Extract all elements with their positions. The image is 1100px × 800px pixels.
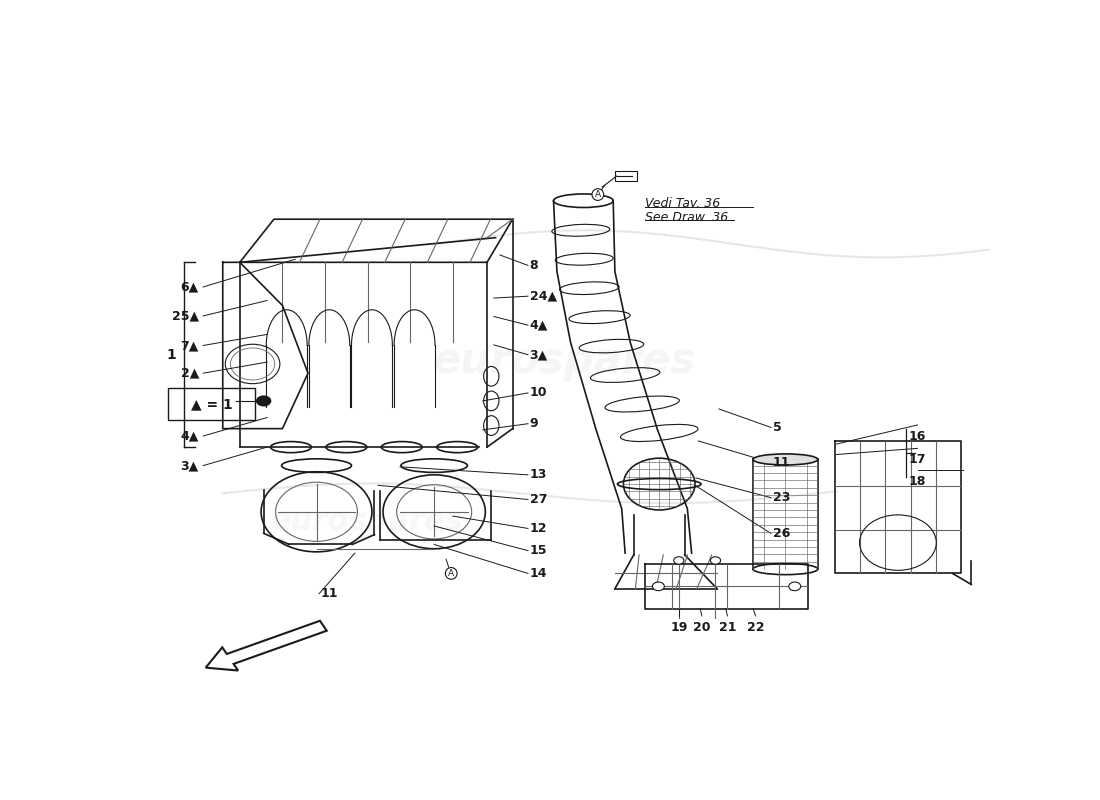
Text: 21: 21 xyxy=(718,621,736,634)
Text: eurospares: eurospares xyxy=(432,340,695,382)
Text: 8: 8 xyxy=(530,259,538,272)
Text: 10: 10 xyxy=(530,386,547,399)
Text: 16: 16 xyxy=(909,430,926,443)
Text: 15: 15 xyxy=(530,544,547,557)
Text: 5: 5 xyxy=(772,421,781,434)
Text: ▲ = 1: ▲ = 1 xyxy=(190,397,232,411)
Text: 3▲: 3▲ xyxy=(530,348,548,362)
Text: 14: 14 xyxy=(530,567,547,580)
Text: eurospares: eurospares xyxy=(272,506,464,535)
Text: 20: 20 xyxy=(693,621,711,634)
Text: 19: 19 xyxy=(670,621,688,634)
Text: 11: 11 xyxy=(772,456,790,469)
Text: 7▲: 7▲ xyxy=(180,339,199,352)
Text: 4▲: 4▲ xyxy=(530,318,548,332)
Text: A: A xyxy=(448,569,454,578)
Circle shape xyxy=(711,557,720,564)
Text: 4▲: 4▲ xyxy=(180,430,199,442)
Text: 22: 22 xyxy=(747,621,764,634)
Text: 23: 23 xyxy=(772,491,790,504)
Ellipse shape xyxy=(754,454,817,465)
Text: Vedi Tav. 36: Vedi Tav. 36 xyxy=(645,198,720,210)
Text: A: A xyxy=(595,190,601,199)
Circle shape xyxy=(673,557,684,564)
Circle shape xyxy=(789,582,801,590)
Text: 18: 18 xyxy=(909,475,926,488)
Text: 26: 26 xyxy=(772,527,790,540)
Text: 25▲: 25▲ xyxy=(172,310,199,322)
Text: 11: 11 xyxy=(321,587,339,600)
Text: 24▲: 24▲ xyxy=(530,290,557,302)
Text: 17: 17 xyxy=(909,454,926,466)
Text: 6▲: 6▲ xyxy=(180,281,199,294)
Text: 3▲: 3▲ xyxy=(180,459,199,472)
Text: 2▲: 2▲ xyxy=(180,366,199,380)
Text: 13: 13 xyxy=(530,468,547,482)
Text: 9: 9 xyxy=(530,418,538,430)
Text: 1: 1 xyxy=(167,348,176,362)
Text: 27: 27 xyxy=(530,493,547,506)
FancyBboxPatch shape xyxy=(615,170,637,181)
Text: See Draw. 36: See Draw. 36 xyxy=(645,211,728,224)
Circle shape xyxy=(256,395,272,406)
Circle shape xyxy=(652,582,664,590)
Text: 12: 12 xyxy=(530,522,547,535)
